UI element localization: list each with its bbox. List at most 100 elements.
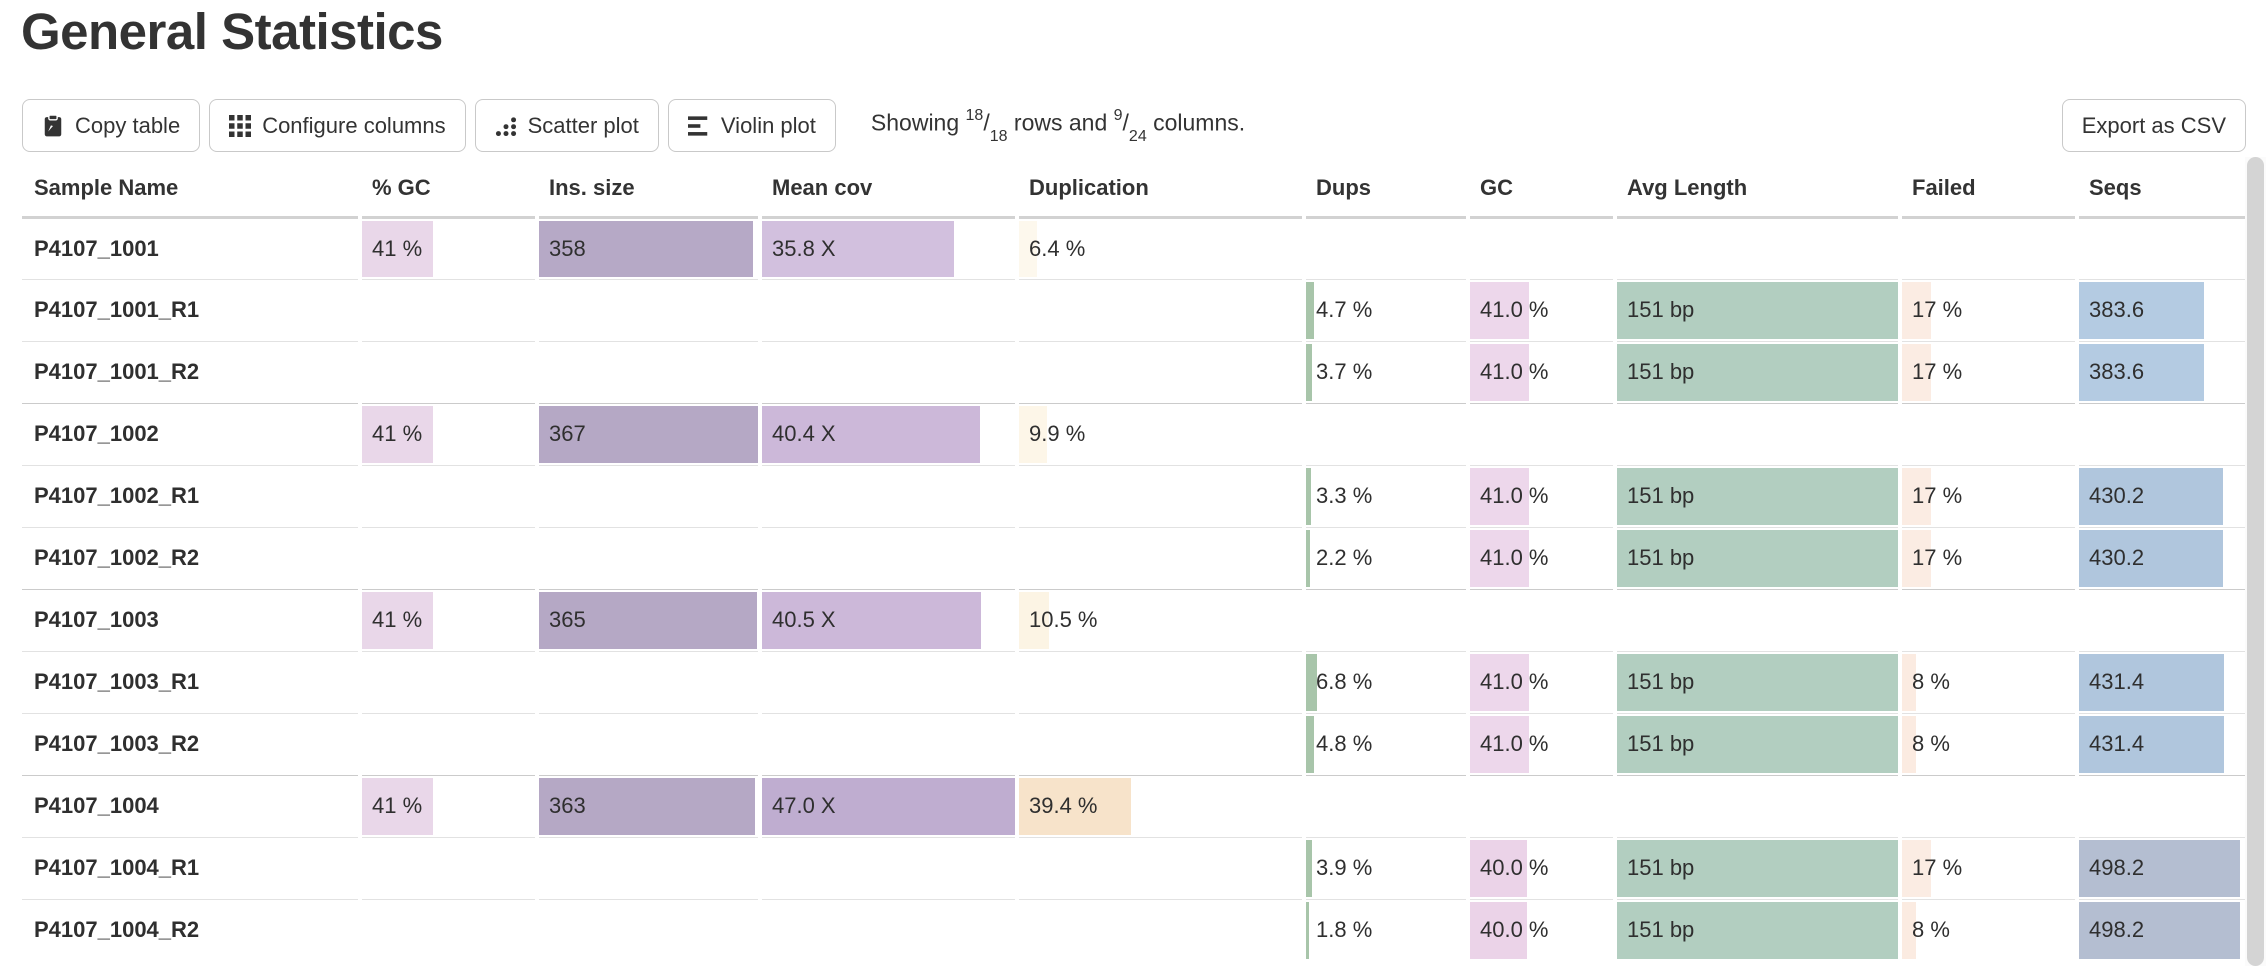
column-header-ins_size[interactable]: Ins. size xyxy=(537,160,760,219)
table-row: P4107_1004 41 % 363 47.0 X 39.4 % xyxy=(22,774,2245,837)
cell-pct_gc: 41 % xyxy=(358,217,537,279)
cell-avg_length xyxy=(1613,217,1900,279)
dups-value: 4.7 % xyxy=(1316,297,1373,322)
pct_gc-bar xyxy=(362,591,433,649)
gc-bar xyxy=(1470,343,1529,401)
failed-bar xyxy=(1902,343,1932,401)
cell-duplication xyxy=(1015,712,1304,775)
avg_length-bar xyxy=(1617,839,1898,897)
cell-ins_size xyxy=(535,712,760,775)
cell-pct_gc: 41 % xyxy=(358,402,537,465)
cell-seqs xyxy=(2075,588,2245,651)
duplication-bar xyxy=(1019,220,1038,277)
avg_length-value: 151 bp xyxy=(1627,545,1695,570)
configure-columns-button[interactable]: Configure columns xyxy=(209,99,466,152)
sample-name: P4107_1002 xyxy=(34,421,159,446)
cell-duplication xyxy=(1015,650,1304,713)
duplication-value: 6.4 % xyxy=(1029,235,1086,261)
sample-name: P4107_1003_R1 xyxy=(34,669,200,694)
cell-mean_cov xyxy=(758,526,1017,589)
cell-gc: 40.0 % xyxy=(1466,836,1615,899)
dups-value: 3.9 % xyxy=(1316,855,1373,880)
scatter-plot-button[interactable]: Scatter plot xyxy=(474,99,659,152)
sample-name-cell: P4107_1004_R2 xyxy=(22,898,360,961)
failed-value: 8 % xyxy=(1912,731,1950,756)
cell-seqs xyxy=(2075,217,2245,279)
column-header-duplication[interactable]: Duplication xyxy=(1017,160,1304,219)
sample-name-cell: P4107_1003_R1 xyxy=(22,650,360,713)
gc-bar xyxy=(1470,901,1528,959)
failed-bar xyxy=(1902,467,1932,525)
column-header-gc[interactable]: GC xyxy=(1468,160,1615,219)
cell-avg_length: 151 bp xyxy=(1613,278,1900,341)
scatter-plot-label: Scatter plot xyxy=(527,112,639,138)
ins_size-value: 367 xyxy=(549,421,586,446)
grid-icon xyxy=(229,114,252,137)
sample-name: P4107_1003 xyxy=(34,607,159,632)
seqs-value: 383.6 xyxy=(2089,359,2145,384)
column-header-seqs[interactable]: Seqs xyxy=(2077,160,2245,219)
sample-name: P4107_1002_R1 xyxy=(34,483,200,508)
mean_cov-value: 40.4 X xyxy=(772,421,836,446)
cell-pct_gc xyxy=(358,526,537,589)
dups-bar xyxy=(1306,343,1312,401)
cell-mean_cov: 47.0 X xyxy=(758,774,1017,837)
cell-avg_length xyxy=(1613,402,1900,465)
cell-seqs: 431.4 xyxy=(2075,650,2245,713)
cell-dups: 6.8 % xyxy=(1302,650,1468,713)
sample-name: P4107_1002_R2 xyxy=(34,545,200,570)
cell-ins_size: 367 xyxy=(535,402,760,465)
table-row: P4107_1003_R2 4.8 % 41.0 % 151 bp 8 % 431.4 xyxy=(22,712,2245,775)
cell-avg_length: 151 bp xyxy=(1613,712,1900,775)
failed-value: 17 % xyxy=(1912,297,1963,322)
cell-ins_size xyxy=(535,898,760,961)
cell-mean_cov xyxy=(758,650,1017,713)
dups-bar xyxy=(1306,653,1317,711)
duplication-value: 10.5 % xyxy=(1029,607,1098,632)
column-header-pct_gc[interactable]: % GC xyxy=(360,160,537,219)
table-row: P4107_1004_R2 1.8 % 40.0 % 151 bp 8 % 498.2 xyxy=(22,898,2245,961)
ins_size-bar xyxy=(539,220,753,277)
violin-icon xyxy=(687,115,710,137)
cell-avg_length xyxy=(1613,588,1900,651)
sample-name-cell: P4107_1002 xyxy=(22,402,360,465)
avg_length-bar xyxy=(1617,343,1898,401)
dups-bar xyxy=(1306,467,1312,525)
cell-ins_size xyxy=(535,278,760,341)
cols-shown: 9 xyxy=(1113,107,1123,125)
cell-gc: 40.0 % xyxy=(1466,898,1615,961)
cell-pct_gc xyxy=(358,464,537,527)
vertical-scrollbar[interactable] xyxy=(2245,157,2266,966)
avg_length-bar xyxy=(1617,901,1898,959)
gc-bar xyxy=(1470,467,1529,525)
duplication-value: 9.9 % xyxy=(1029,421,1086,446)
scrollbar-thumb[interactable] xyxy=(2247,157,2264,966)
cell-ins_size xyxy=(535,526,760,589)
dups-value: 4.8 % xyxy=(1316,731,1373,756)
ins_size-bar xyxy=(539,405,758,463)
cell-duplication xyxy=(1015,836,1304,899)
sample-name-cell: P4107_1001_R2 xyxy=(22,340,360,403)
column-header-failed[interactable]: Failed xyxy=(1900,160,2077,219)
mean_cov-bar xyxy=(762,777,1015,835)
cell-ins_size: 358 xyxy=(535,217,760,279)
cell-gc xyxy=(1466,774,1615,837)
cell-failed: 17 % xyxy=(1898,464,2077,527)
column-header-dups[interactable]: Dups xyxy=(1304,160,1468,219)
column-header-avg_length[interactable]: Avg Length xyxy=(1615,160,1900,219)
duplication-bar xyxy=(1019,777,1131,835)
table-row: P4107_1003 41 % 365 40.5 X 10.5 % xyxy=(22,588,2245,651)
failed-value: 17 % xyxy=(1912,855,1963,880)
export-csv-button[interactable]: Export as CSV xyxy=(2061,99,2246,152)
column-header-mean_cov[interactable]: Mean cov xyxy=(760,160,1017,219)
cell-gc: 41.0 % xyxy=(1466,464,1615,527)
dups-value: 6.8 % xyxy=(1316,669,1373,694)
cell-failed: 17 % xyxy=(1898,526,2077,589)
ins_size-value: 363 xyxy=(549,793,586,818)
violin-plot-button[interactable]: Violin plot xyxy=(667,99,836,152)
cell-pct_gc: 41 % xyxy=(358,588,537,651)
copy-table-button[interactable]: Copy table xyxy=(22,99,201,152)
sample-name: P4107_1004_R2 xyxy=(34,917,200,943)
cell-avg_length: 151 bp xyxy=(1613,526,1900,589)
column-header-sample[interactable]: Sample Name xyxy=(22,160,360,219)
